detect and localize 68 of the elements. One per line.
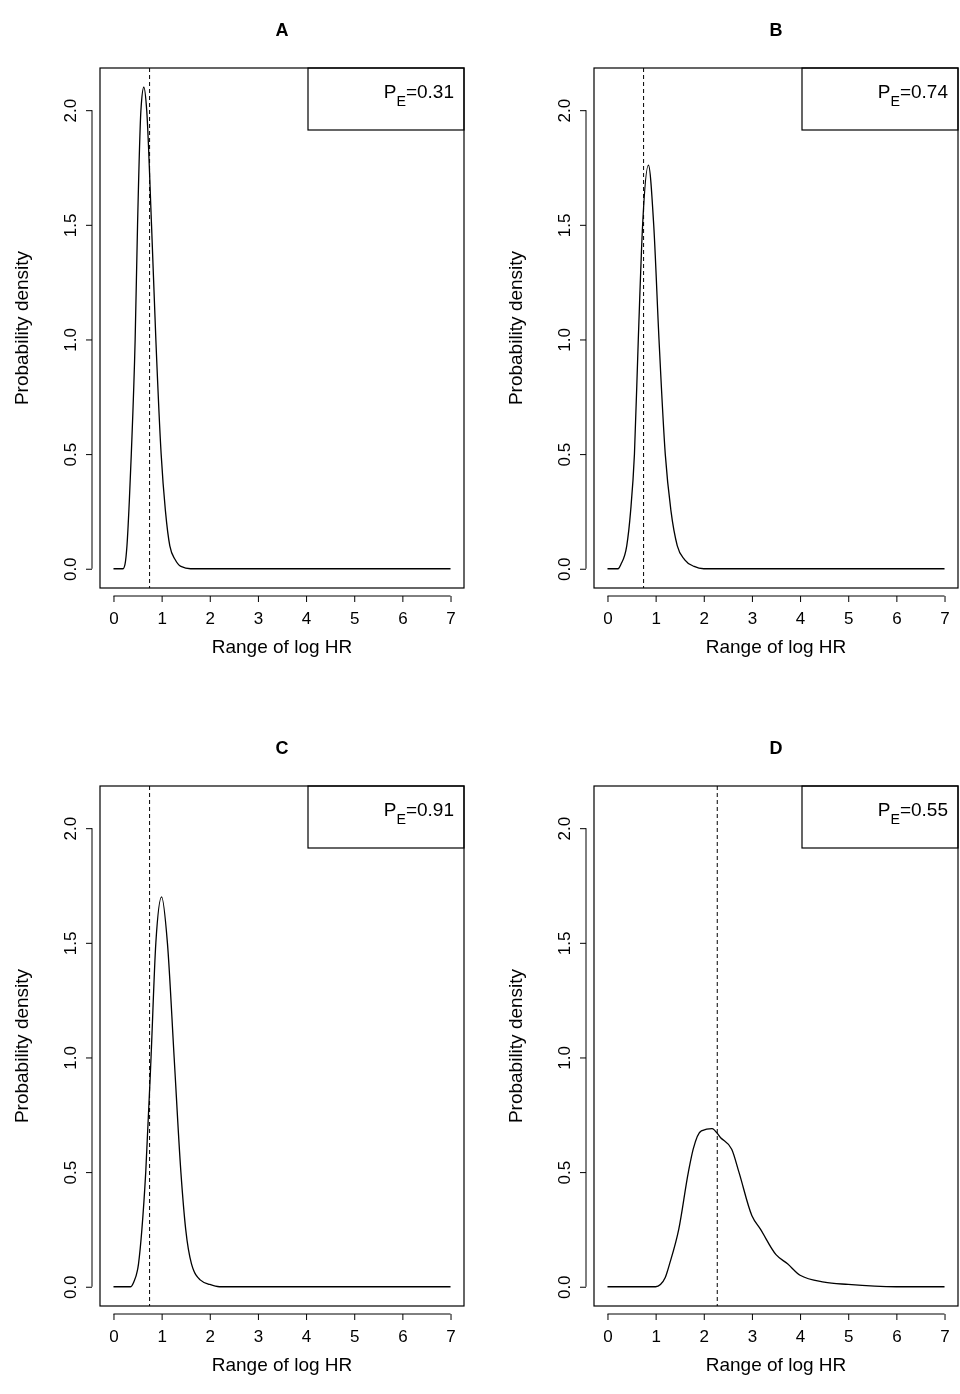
y-tick-label: 1.0: [61, 328, 80, 352]
x-axis-title: Range of log HR: [211, 636, 353, 657]
x-tick-label: 0: [109, 608, 119, 628]
x-tick-label: 7: [940, 1326, 950, 1346]
y-tick-label: 0.0: [555, 557, 574, 582]
x-tick-label: 2: [699, 608, 710, 628]
y-tick-label: 1.0: [555, 1046, 574, 1070]
chart-title: D: [769, 738, 783, 758]
x-tick-label: 4: [301, 1326, 312, 1346]
y-tick-label: 1.0: [555, 328, 574, 352]
x-tick-label: 2: [699, 1326, 710, 1346]
y-tick-label: 1.5: [555, 931, 574, 956]
y-tick-label: 1.5: [61, 931, 80, 956]
x-tick-label: 6: [892, 608, 902, 628]
y-tick-label: 0.0: [555, 1275, 574, 1300]
y-tick-label: 0.5: [61, 1160, 80, 1185]
x-tick-label: 7: [446, 1326, 456, 1346]
annotation: P$_{E}$=0.55: [877, 799, 948, 827]
y-tick-label: 2.0: [61, 98, 80, 123]
x-tick-label: 1: [651, 608, 661, 628]
x-tick-label: 1: [651, 1326, 661, 1346]
y-tick-label: 0.5: [555, 1160, 574, 1185]
y-tick-label: 1.5: [555, 213, 574, 238]
y-tick-label: 2.0: [555, 98, 574, 123]
x-axis-title: Range of log HR: [705, 636, 847, 657]
y-axis-title: Probability density: [11, 968, 32, 1124]
y-tick-label: 0.5: [555, 442, 574, 467]
x-tick-label: 3: [253, 608, 264, 628]
annotation: P$_{E}$=0.74: [877, 81, 949, 109]
y-axis-title: Probability density: [11, 250, 32, 406]
x-tick-label: 4: [301, 608, 312, 628]
y-axis-title: Probability density: [505, 250, 526, 406]
x-tick-label: 5: [843, 608, 854, 628]
x-tick-label: 1: [157, 1326, 167, 1346]
x-tick-label: 4: [795, 608, 806, 628]
x-tick-label: 1: [157, 608, 167, 628]
annotation: P$_{E}$=0.31: [383, 81, 454, 109]
x-tick-label: 2: [205, 1326, 216, 1346]
chart-title: A: [275, 20, 289, 40]
x-tick-label: 3: [253, 1326, 264, 1346]
chart-title: B: [769, 20, 783, 40]
x-tick-label: 6: [398, 608, 408, 628]
y-tick-label: 2.0: [555, 816, 574, 841]
y-tick-label: 2.0: [61, 816, 80, 841]
y-tick-label: 0.5: [61, 442, 80, 467]
x-tick-label: 5: [349, 608, 360, 628]
x-axis-title: Range of log HR: [211, 1354, 353, 1375]
x-tick-label: 4: [795, 1326, 806, 1346]
x-tick-label: 2: [205, 608, 216, 628]
x-tick-label: 6: [398, 1326, 408, 1346]
y-tick-label: 0.0: [61, 557, 80, 582]
x-tick-label: 7: [446, 608, 456, 628]
annotation: P$_{E}$=0.91: [383, 799, 454, 827]
x-tick-label: 0: [603, 1326, 613, 1346]
x-tick-label: 5: [349, 1326, 360, 1346]
chart-title: C: [275, 738, 289, 758]
y-axis-title: Probability density: [505, 968, 526, 1124]
y-tick-label: 1.0: [61, 1046, 80, 1070]
x-tick-label: 5: [843, 1326, 854, 1346]
x-axis-title: Range of log HR: [705, 1354, 847, 1375]
y-tick-label: 0.0: [61, 1275, 80, 1300]
y-tick-label: 1.5: [61, 213, 80, 238]
x-tick-label: 0: [603, 608, 613, 628]
x-tick-label: 6: [892, 1326, 902, 1346]
x-tick-label: 0: [109, 1326, 119, 1346]
x-tick-label: 7: [940, 608, 950, 628]
x-tick-label: 3: [747, 1326, 758, 1346]
x-tick-label: 3: [747, 608, 758, 628]
